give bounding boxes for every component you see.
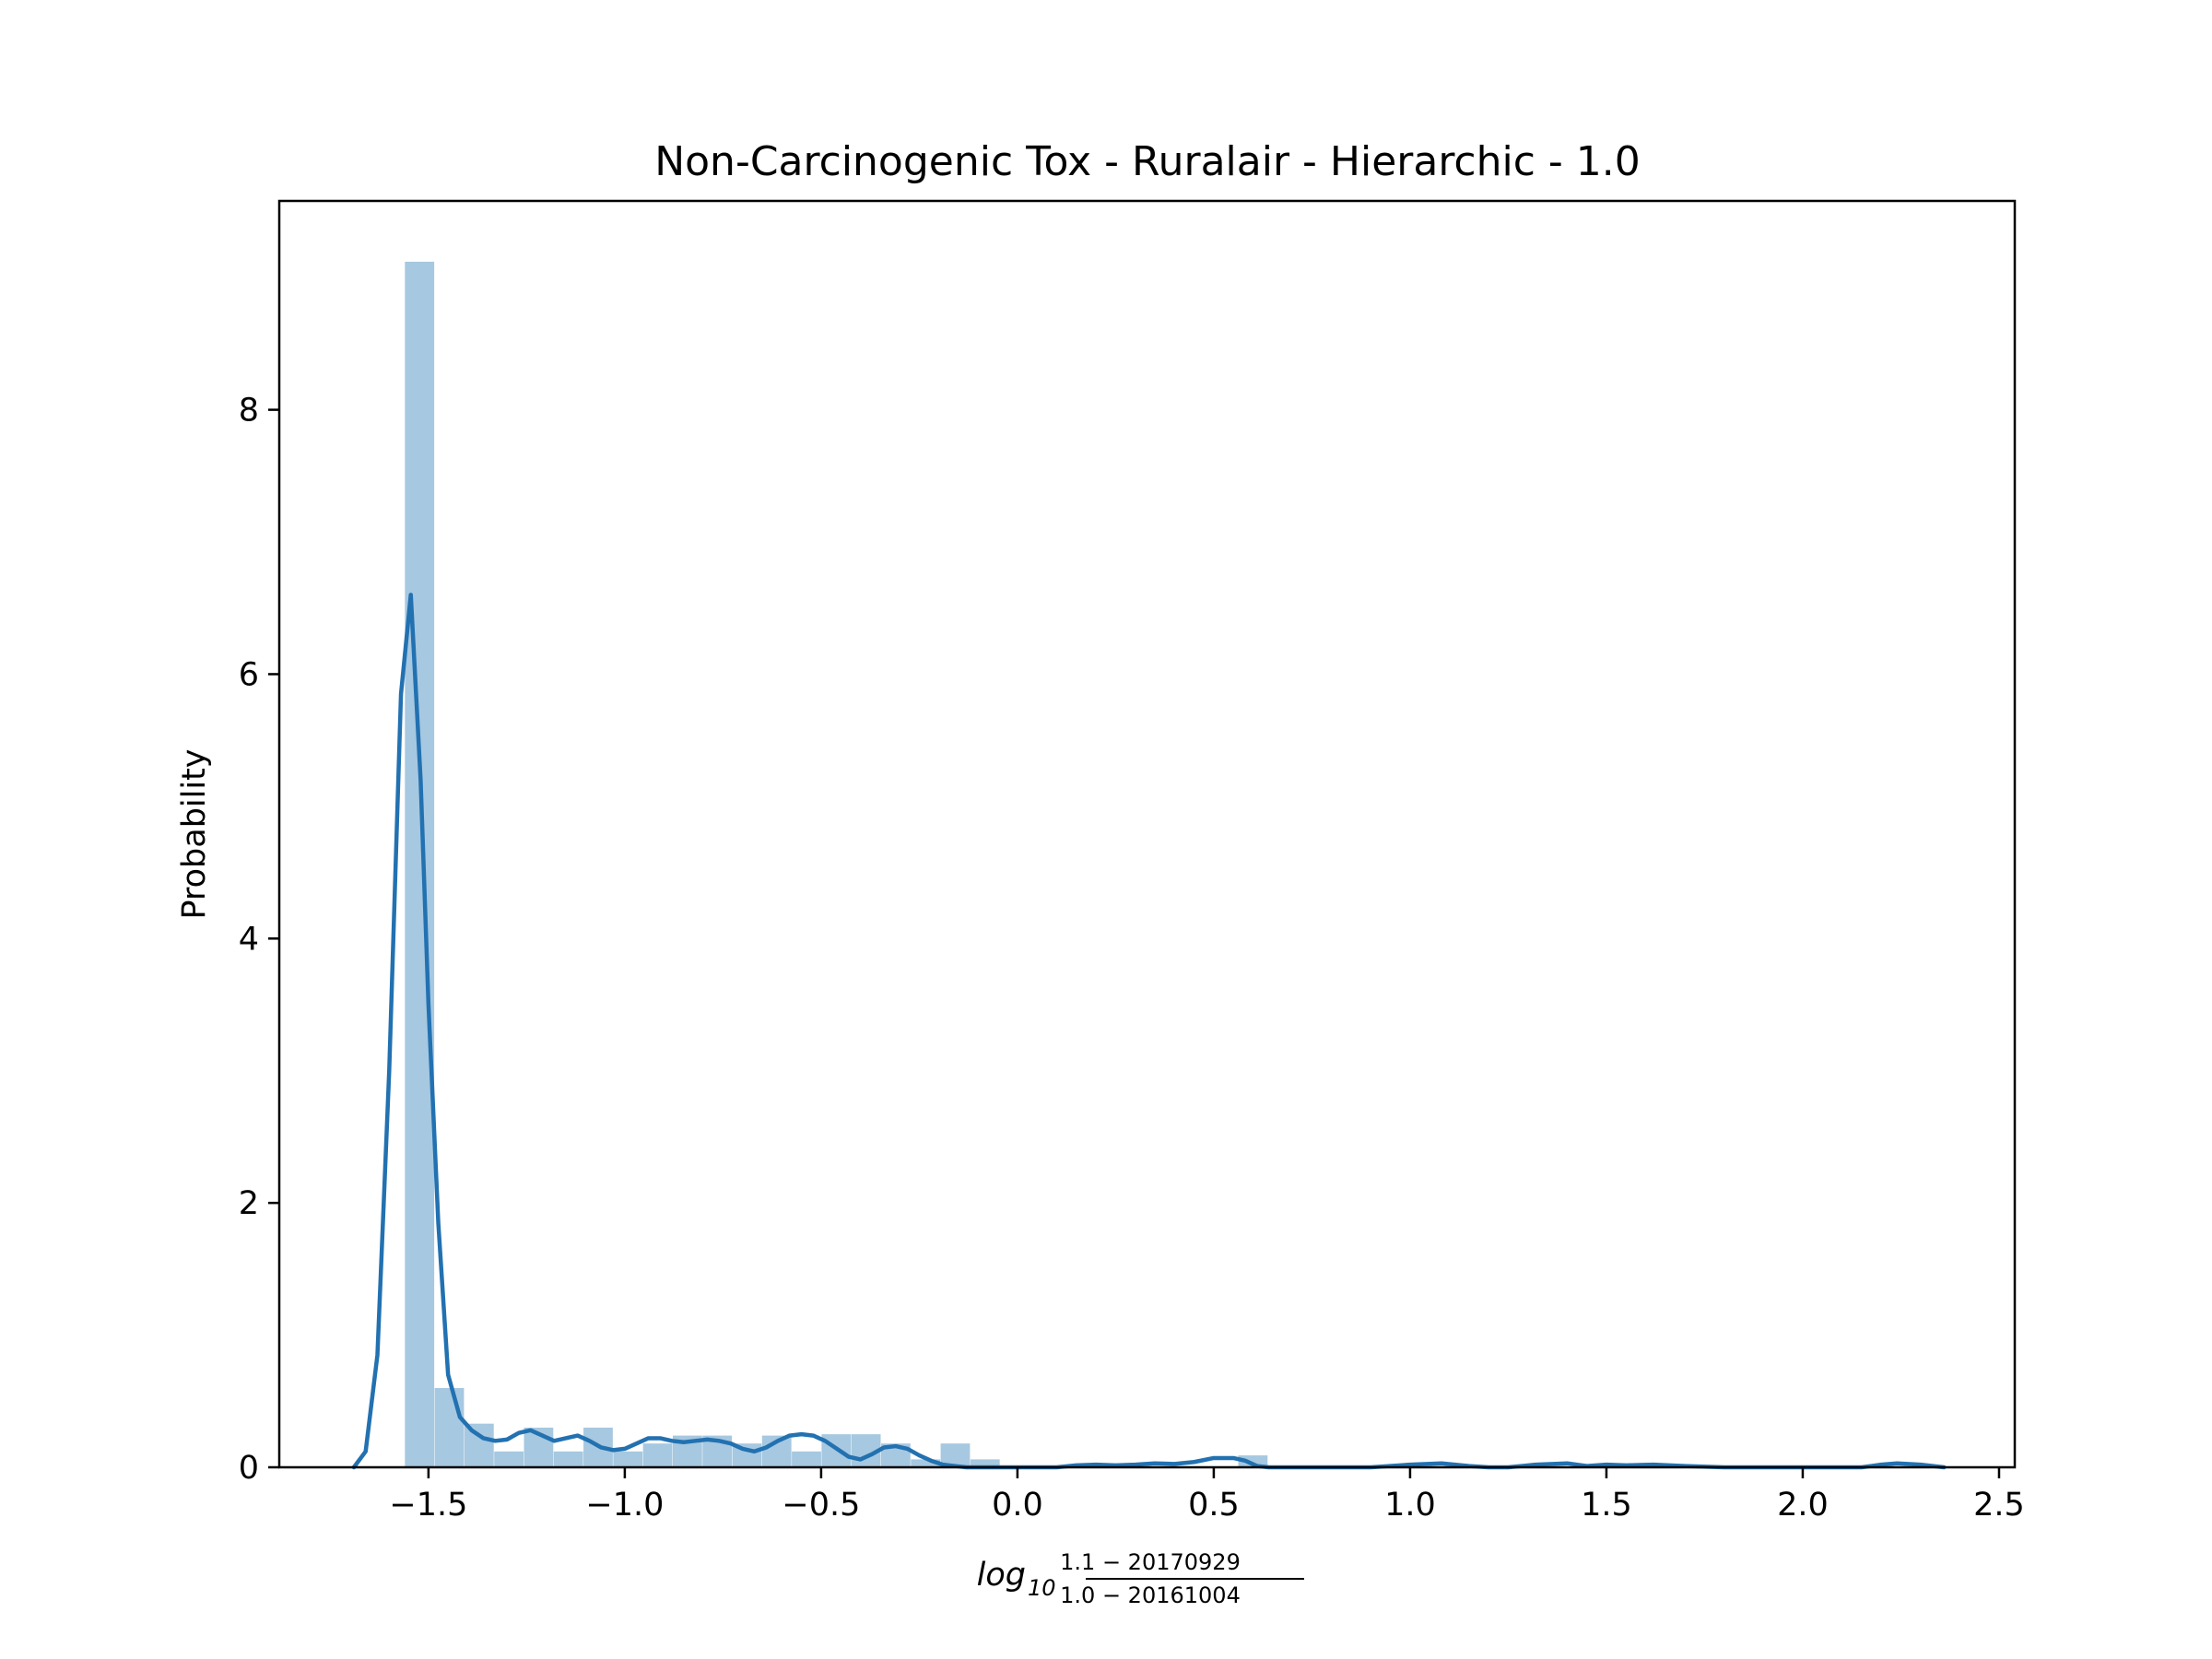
histogram-bar xyxy=(642,1443,673,1467)
histogram-bar xyxy=(792,1451,821,1467)
x-axis-ticks: −1.5 −1.0 −0.5 0.0 0.5 1.0 1.5 2.0 2.5 xyxy=(389,1467,2025,1524)
y-axis-ticks: 0 2 4 6 8 xyxy=(239,393,279,1487)
x-tick-label: 1.5 xyxy=(1581,1487,1632,1524)
y-tick-label: 4 xyxy=(239,921,259,958)
x-tick-label: 0.5 xyxy=(1188,1487,1240,1524)
y-tick-label: 0 xyxy=(239,1450,259,1487)
x-tick-label: −1.5 xyxy=(389,1487,467,1524)
plot-frame xyxy=(277,199,2017,1469)
x-tick-label: 2.0 xyxy=(1777,1487,1829,1524)
histogram-bar xyxy=(464,1423,494,1467)
x-tick-label: 2.5 xyxy=(1973,1487,2025,1524)
histogram-bar xyxy=(613,1451,643,1467)
x-tick-label: 1.0 xyxy=(1384,1487,1436,1524)
x-axis-label-log: log xyxy=(977,1557,1026,1594)
kde-layer xyxy=(351,593,1947,1470)
x-tick-label: −1.0 xyxy=(585,1487,664,1524)
x-axis-label-denominator: 1.0 − 20161004 xyxy=(1060,1583,1241,1608)
x-tick-label: −0.5 xyxy=(782,1487,860,1524)
histogram-bar xyxy=(911,1459,941,1467)
x-axis-label-base: 10 xyxy=(1028,1575,1056,1601)
y-tick-label: 8 xyxy=(239,393,259,429)
x-tick-label: 0.0 xyxy=(992,1487,1043,1524)
histogram-bar xyxy=(970,1459,1000,1467)
histogram-bars xyxy=(405,261,1268,1467)
plot-area xyxy=(351,261,1947,1470)
x-axis-label: log 10 1.1 − 20170929 1.0 − 20161004 xyxy=(977,1549,1304,1608)
x-axis-label-numerator: 1.1 − 20170929 xyxy=(1060,1549,1241,1575)
chart-title: Non-Carcinogenic Tox - Ruralair - Hierar… xyxy=(654,138,1641,185)
y-axis-label: Probability xyxy=(176,748,213,919)
y-tick-label: 6 xyxy=(239,656,259,693)
histogram-bar xyxy=(405,261,435,1467)
kde-line xyxy=(351,593,1947,1470)
y-tick-label: 2 xyxy=(239,1185,259,1222)
histogram-bar xyxy=(553,1451,583,1467)
histogram-bar xyxy=(434,1387,465,1467)
histogram-bar xyxy=(494,1451,524,1467)
